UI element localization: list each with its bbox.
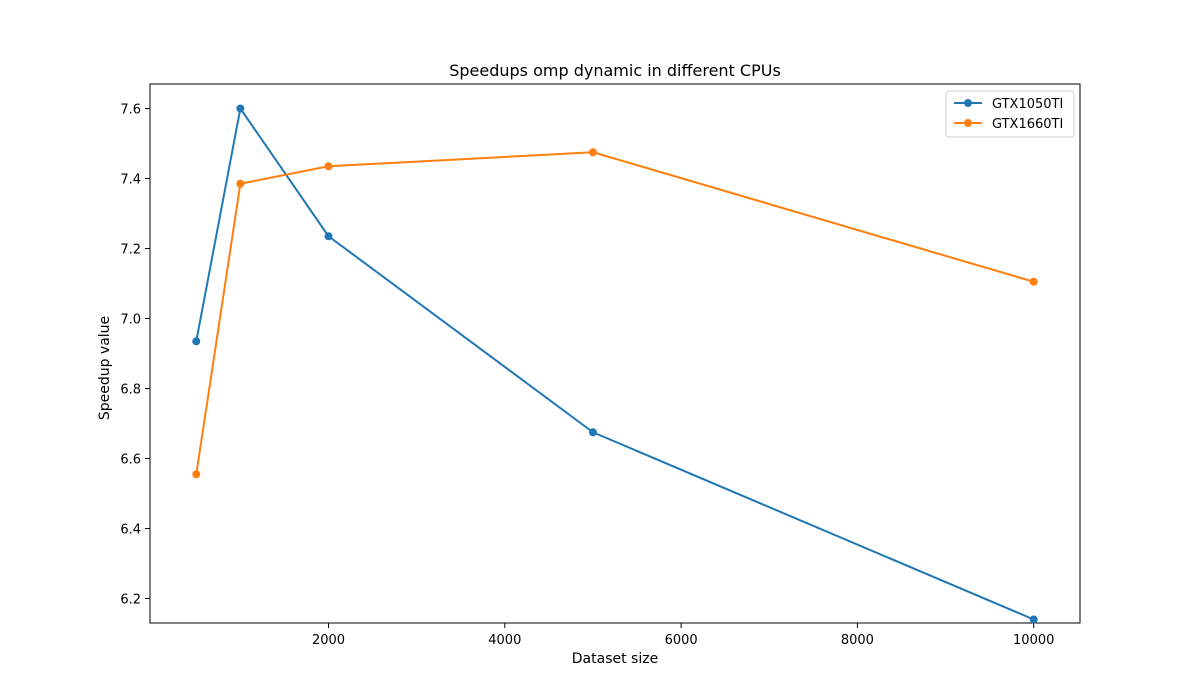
series-GTX1050TI: [192, 104, 1038, 624]
legend-item: GTX1660TI: [954, 117, 1063, 132]
x-tick-label: 8000: [841, 633, 874, 648]
x-tick-label: 4000: [488, 633, 521, 648]
x-axis-label: Dataset size: [572, 651, 658, 667]
legend-label: GTX1660TI: [992, 117, 1063, 132]
legend-swatch-marker: [964, 119, 972, 127]
y-tick-label: 6.6: [120, 453, 141, 468]
legend-item: GTX1050TI: [954, 97, 1063, 112]
x-tick-label: 2000: [312, 633, 345, 648]
data-point: [236, 179, 245, 188]
data-point: [192, 337, 201, 346]
y-axis-label: Speedup value: [97, 316, 113, 420]
plot-area: [149, 83, 1081, 624]
series-GTX1660TI: [192, 148, 1038, 479]
series-layer: [192, 104, 1038, 624]
y-tick-label: 6.8: [120, 383, 141, 398]
data-point: [1029, 615, 1038, 624]
x-axis: 2000 4000 6000 8000 10000: [312, 623, 1054, 648]
y-tick-label: 6.2: [120, 593, 141, 608]
data-point: [1029, 277, 1038, 286]
y-tick-label: 7.0: [120, 313, 141, 328]
x-tick-label: 10000: [1013, 633, 1054, 648]
data-point: [588, 148, 597, 157]
data-point: [324, 232, 333, 241]
plot-border: [149, 83, 1081, 624]
legend: GTX1050TI GTX1660TI: [945, 90, 1075, 138]
data-point: [236, 104, 245, 113]
y-tick-label: 7.6: [120, 103, 141, 118]
legend-swatch-marker: [964, 99, 972, 107]
y-axis: 6.2 6.4 6.6 6.8 7.0 7.2 7.4 7.6: [120, 103, 150, 608]
y-tick-label: 7.4: [120, 173, 141, 188]
data-point: [588, 428, 597, 437]
y-tick-label: 6.4: [120, 523, 141, 538]
y-tick-label: 7.2: [120, 243, 141, 258]
data-point: [192, 470, 201, 479]
legend-label: GTX1050TI: [992, 97, 1063, 112]
chart-title: Speedups omp dynamic in different CPUs: [449, 61, 781, 80]
x-tick-label: 6000: [665, 633, 698, 648]
data-point: [324, 162, 333, 171]
